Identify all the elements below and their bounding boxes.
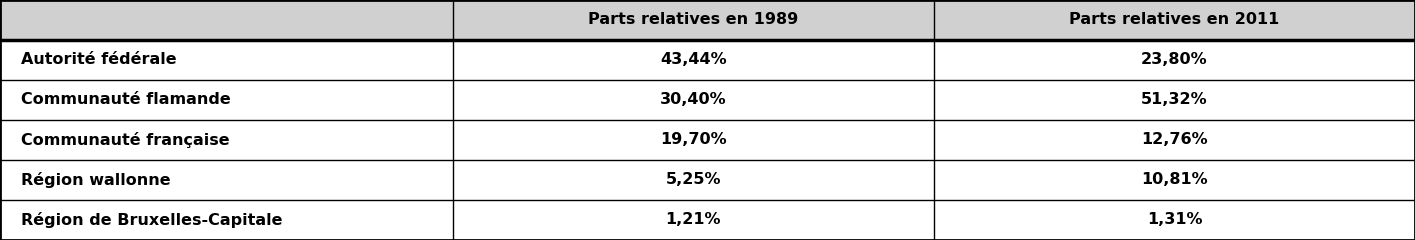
Text: 12,76%: 12,76%: [1140, 132, 1208, 148]
FancyBboxPatch shape: [453, 80, 934, 120]
Text: 5,25%: 5,25%: [665, 173, 722, 187]
Text: 51,32%: 51,32%: [1140, 92, 1208, 108]
FancyBboxPatch shape: [453, 160, 934, 200]
FancyBboxPatch shape: [934, 160, 1415, 200]
Text: Communauté française: Communauté française: [21, 132, 229, 148]
FancyBboxPatch shape: [453, 200, 934, 240]
FancyBboxPatch shape: [934, 200, 1415, 240]
FancyBboxPatch shape: [934, 40, 1415, 80]
FancyBboxPatch shape: [934, 0, 1415, 40]
FancyBboxPatch shape: [0, 80, 453, 120]
Text: Région wallonne: Région wallonne: [21, 172, 171, 188]
FancyBboxPatch shape: [453, 0, 934, 40]
Text: 1,31%: 1,31%: [1146, 212, 1203, 228]
FancyBboxPatch shape: [0, 120, 453, 160]
FancyBboxPatch shape: [0, 160, 453, 200]
Text: 1,21%: 1,21%: [665, 212, 722, 228]
Text: 23,80%: 23,80%: [1140, 53, 1208, 67]
FancyBboxPatch shape: [453, 120, 934, 160]
FancyBboxPatch shape: [453, 40, 934, 80]
FancyBboxPatch shape: [934, 120, 1415, 160]
Text: Parts relatives en 1989: Parts relatives en 1989: [589, 12, 798, 28]
FancyBboxPatch shape: [0, 200, 453, 240]
Text: Autorité fédérale: Autorité fédérale: [21, 53, 177, 67]
Text: 19,70%: 19,70%: [659, 132, 727, 148]
Text: Parts relatives en 2011: Parts relatives en 2011: [1070, 12, 1279, 28]
Text: 30,40%: 30,40%: [659, 92, 727, 108]
Text: Région de Bruxelles-Capitale: Région de Bruxelles-Capitale: [21, 212, 283, 228]
Text: 10,81%: 10,81%: [1140, 173, 1208, 187]
FancyBboxPatch shape: [0, 40, 453, 80]
FancyBboxPatch shape: [0, 0, 453, 40]
Text: Communauté flamande: Communauté flamande: [21, 92, 231, 108]
Text: 43,44%: 43,44%: [659, 53, 727, 67]
FancyBboxPatch shape: [934, 80, 1415, 120]
